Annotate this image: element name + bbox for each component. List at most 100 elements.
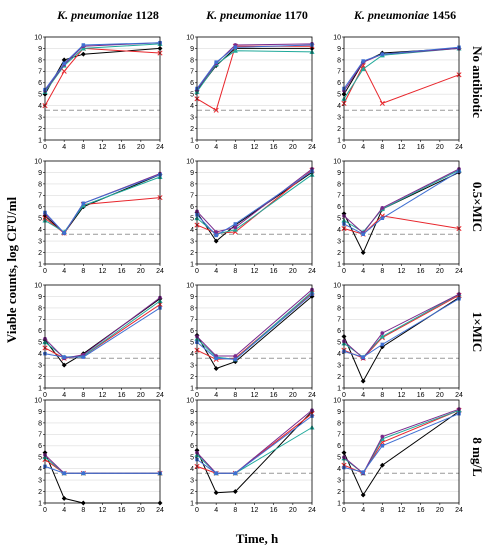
y-tick-label: 1 xyxy=(190,385,194,392)
y-tick-label: 1 xyxy=(190,500,194,507)
series-line-2 xyxy=(196,169,313,234)
x-tick-label: 0 xyxy=(342,268,346,275)
x-tick-label: 4 xyxy=(361,144,365,151)
y-tick-label: 4 xyxy=(337,227,341,234)
data-point-s3 xyxy=(379,333,385,339)
y-tick-label: 3 xyxy=(337,239,341,246)
x-tick-label: 20 xyxy=(289,392,297,399)
y-tick-label: 2 xyxy=(337,489,341,496)
y-tick-label: 3 xyxy=(337,478,341,485)
data-point-s4 xyxy=(233,225,238,230)
series-line-2 xyxy=(44,197,161,234)
x-tick-label: 0 xyxy=(195,144,199,151)
y-tick-label: 6 xyxy=(190,328,194,335)
y-tick-label: 6 xyxy=(38,443,42,450)
y-tick-label: 4 xyxy=(190,351,194,358)
y-tick-label: 8 xyxy=(337,305,341,312)
data-point-s5 xyxy=(380,216,385,220)
series-line-1 xyxy=(343,171,460,254)
y-tick-label: 10 xyxy=(186,282,194,289)
series-line-3 xyxy=(343,409,460,474)
series-line-5 xyxy=(44,307,161,358)
y-tick-label: 8 xyxy=(337,57,341,64)
data-point-s5 xyxy=(361,355,365,359)
y-tick-label: 3 xyxy=(190,478,194,485)
x-tick-label: 12 xyxy=(398,144,406,151)
series-line-2 xyxy=(343,409,460,474)
x-tick-label: 20 xyxy=(137,268,145,275)
y-tick-label: 1 xyxy=(38,385,42,392)
x-tick-label: 20 xyxy=(436,268,444,275)
y-tick-label: 7 xyxy=(190,69,194,76)
data-point-s1 xyxy=(379,462,385,468)
data-point-s4 xyxy=(380,331,385,335)
data-point-s1 xyxy=(360,492,366,498)
series-line-4 xyxy=(196,289,313,357)
panel-frame xyxy=(44,160,161,265)
x-tick-label: 4 xyxy=(62,144,66,151)
row-label-no-antibiotic: No antibiotic xyxy=(470,46,485,118)
panel-frame xyxy=(343,36,460,141)
data-point-s5 xyxy=(214,471,218,476)
y-tick-label: 9 xyxy=(190,46,194,53)
data-point-s1 xyxy=(213,365,219,372)
column-title-3-species: K. pneumoniae xyxy=(353,8,430,22)
x-tick-label: 20 xyxy=(137,144,145,151)
y-tick-label: 4 xyxy=(190,227,194,234)
y-tick-label: 2 xyxy=(38,489,42,496)
x-tick-label: 0 xyxy=(43,268,47,275)
x-axis-title: Time, h xyxy=(236,531,279,546)
y-tick-label: 2 xyxy=(38,126,42,133)
y-tick-label: 8 xyxy=(190,181,194,188)
panel-frame xyxy=(44,399,161,504)
panel-frame xyxy=(196,160,313,265)
x-tick-label: 0 xyxy=(342,392,346,399)
y-tick-label: 7 xyxy=(190,432,194,439)
y-tick-label: 2 xyxy=(38,250,42,257)
y-tick-label: 5 xyxy=(190,216,194,223)
y-tick-label: 7 xyxy=(337,193,341,200)
x-tick-label: 16 xyxy=(118,268,126,275)
row-label-half-mic: 0.5×MIC xyxy=(470,182,485,232)
y-tick-label: 4 xyxy=(38,351,42,358)
x-tick-label: 24 xyxy=(308,507,316,514)
y-tick-label: 10 xyxy=(186,397,194,404)
y-tick-label: 4 xyxy=(38,103,42,110)
x-tick-label: 24 xyxy=(156,392,164,399)
y-tick-label: 3 xyxy=(337,115,341,122)
data-point-s5 xyxy=(233,471,238,476)
x-tick-label: 0 xyxy=(195,392,199,399)
y-tick-label: 9 xyxy=(337,170,341,177)
x-tick-label: 8 xyxy=(81,507,85,514)
x-tick-label: 8 xyxy=(380,144,384,151)
y-tick-label: 10 xyxy=(186,158,194,165)
data-point-s5 xyxy=(62,471,66,476)
x-tick-label: 12 xyxy=(398,392,406,399)
data-point-s1 xyxy=(213,238,219,244)
series-line-5 xyxy=(44,174,161,234)
y-tick-label: 7 xyxy=(337,69,341,76)
x-tick-label: 12 xyxy=(99,268,107,275)
y-tick-label: 7 xyxy=(38,432,42,439)
y-tick-label: 7 xyxy=(38,193,42,200)
x-tick-label: 20 xyxy=(436,392,444,399)
series-line-5 xyxy=(196,170,313,237)
series-line-2 xyxy=(343,215,460,235)
series-line-1 xyxy=(196,47,312,92)
y-tick-label: 3 xyxy=(190,239,194,246)
x-tick-label: 4 xyxy=(62,268,66,275)
x-tick-label: 8 xyxy=(233,392,237,399)
y-tick-label: 5 xyxy=(337,92,341,99)
y-tick-label: 3 xyxy=(337,363,341,370)
x-tick-label: 4 xyxy=(361,507,365,514)
data-point-s2 xyxy=(379,100,385,106)
data-point-s5 xyxy=(361,59,365,63)
x-tick-label: 4 xyxy=(214,268,218,275)
column-title-2-species: K. pneumoniae xyxy=(205,8,282,22)
